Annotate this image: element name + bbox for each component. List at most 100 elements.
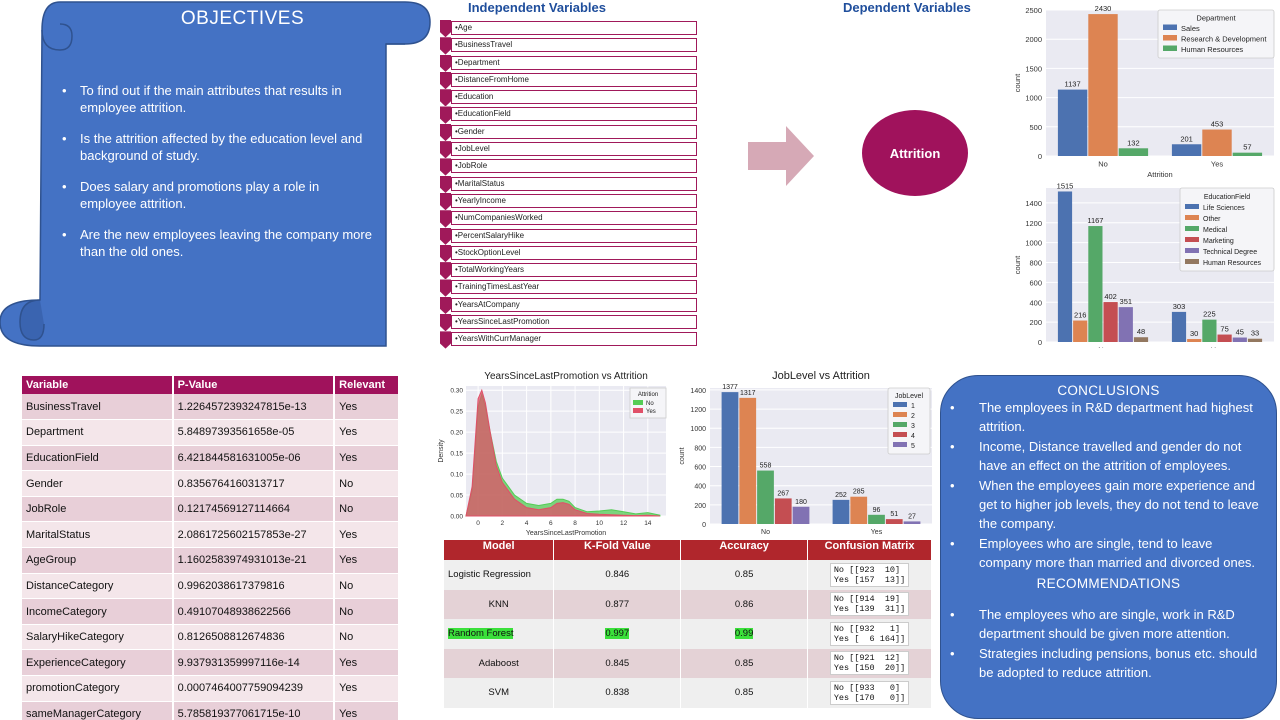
chart-title: YearsSinceLastPromotion vs Attrition	[484, 371, 648, 382]
accuracy-cell: 0.85	[680, 648, 809, 678]
x-tick-label: No	[1098, 160, 1108, 169]
y-tick-label: 1500	[1025, 64, 1042, 73]
bar-value-label: 267	[777, 490, 789, 497]
relevant-cell: Yes	[334, 445, 400, 472]
pvalue-cell: 5.84897393561658e-05	[172, 419, 336, 446]
bar	[1171, 144, 1202, 156]
y-tick-label: 0	[702, 522, 706, 529]
column-header: Variable	[22, 376, 174, 394]
relevant-cell: Yes	[334, 521, 400, 549]
legend-label: Life Sciences	[1203, 205, 1245, 212]
confusion-matrix-value: No [[932 1] Yes [ 6 164]]	[829, 621, 910, 646]
table-row: Logistic Regression 0.846 0.85 No [[923 10]…	[444, 560, 932, 590]
bar-value-label: 1515	[1057, 181, 1074, 190]
independent-variable-item: •YearlyIncome	[438, 192, 700, 211]
chevron-icon	[440, 227, 451, 245]
legend-label: Human Resources	[1181, 45, 1243, 54]
conclusions-title: CONCLUSIONS	[1057, 383, 1160, 398]
bar	[721, 392, 739, 524]
variable-cell: promotionCategory	[22, 675, 174, 702]
y-tick-label: 200	[1029, 318, 1042, 327]
bar-value-label: 1317	[740, 390, 756, 397]
y-tick-label: 0.00	[450, 514, 463, 521]
independent-variables-list: •Age •BusinessTravel •Department •DistanceF…	[438, 20, 700, 349]
legend-swatch	[1185, 204, 1199, 209]
relevant-cell: No	[334, 573, 400, 600]
bar	[1103, 302, 1118, 342]
conclusion-item: Employees who are single, tend to leave …	[950, 534, 1268, 572]
relevant-cell: No	[334, 470, 400, 497]
independent-variable-item: •MaritalStatus	[438, 175, 700, 193]
y-tick-label: 1400	[690, 388, 706, 395]
model-value: SVM	[488, 687, 509, 699]
bar-value-label: 201	[1180, 134, 1193, 143]
x-tick-label: 14	[644, 520, 652, 527]
y-tick-label: 1000	[1025, 94, 1042, 103]
accuracy-cell: 0.99	[680, 619, 809, 649]
right-arrow-icon	[748, 126, 814, 186]
table-header-row: Variable P-Value Relevant	[22, 376, 400, 394]
legend-swatch	[893, 402, 907, 407]
bar	[850, 496, 868, 524]
conclusion-item: Income, Distance travelled and gender do…	[950, 437, 1268, 475]
promotion-density-chart: 0.00 0.05 0.10 0.15 0.20 0.25 0.30 0 2 4 6 8 10 12 14 Y…	[438, 371, 667, 537]
table-row: promotionCategory 0.0007464007759094239 Ye…	[22, 675, 400, 702]
variable-label: •TotalWorkingYears	[451, 263, 697, 278]
independent-variable-item: •YearsAtCompany	[438, 296, 700, 315]
column-header: Accuracy	[680, 540, 809, 560]
x-tick-label: 0	[476, 520, 480, 527]
relevant-cell: No	[334, 598, 400, 625]
independent-variable-item: •Age	[438, 20, 700, 38]
objectives-title: OBJECTIVES	[180, 8, 305, 29]
x-tick-label: 6	[549, 520, 553, 527]
recommendation-item: Strategies including pensions, bonus etc…	[950, 644, 1268, 682]
legend-swatch	[893, 422, 907, 427]
pvalue-cell: 0.9962038617379816	[172, 573, 336, 600]
legend-label: Sales	[1181, 24, 1200, 33]
variable-cell: sameManagerCategory	[22, 701, 174, 720]
bar	[792, 506, 810, 524]
variable-label: •DistanceFromHome	[451, 72, 697, 87]
bar-value-label: 1377	[722, 384, 738, 391]
x-tick-label: Yes	[1211, 346, 1223, 349]
bar	[1088, 226, 1103, 342]
bar-value-label: 285	[853, 489, 865, 496]
pvalue-cell: 0.49107048938622566	[172, 598, 336, 625]
legend-label: No	[646, 401, 654, 407]
pvalue-cell: 2.0861725602157853e-27	[172, 521, 336, 549]
table-header-row: Model K-Fold Value Accuracy Confusion Ma…	[444, 540, 932, 560]
variable-label: •YearsAtCompany	[451, 297, 697, 312]
relevant-cell: Yes	[334, 649, 400, 677]
recommendations-title: RECOMMENDATIONS	[1036, 576, 1181, 591]
variable-label: •NumCompaniesWorked	[451, 211, 697, 226]
x-tick-label: 8	[573, 520, 577, 527]
model-comparison-table: Model K-Fold Value Accuracy Confusion Ma…	[444, 540, 932, 708]
bar-value-label: 2430	[1095, 4, 1112, 13]
independent-variable-item: •Education	[438, 89, 700, 107]
kfold-cell: 0.997	[553, 619, 682, 649]
table-row: KNN 0.877 0.86 No [[914 19] Yes [139 31]]	[444, 589, 932, 619]
attrition-target: Attrition	[862, 110, 968, 196]
x-tick-label: 2	[501, 520, 505, 527]
bar-value-label: 252	[835, 492, 847, 499]
legend-title: JobLevel	[895, 393, 923, 400]
conclusions-list: The employees in R&D department had high…	[950, 398, 1268, 572]
legend-swatch	[1185, 237, 1199, 242]
relevant-cell: No	[334, 496, 400, 523]
model-cell: Logistic Regression	[444, 560, 555, 590]
variable-cell: IncomeCategory	[22, 598, 174, 625]
y-tick-label: 200	[694, 503, 706, 510]
x-tick-label: 12	[620, 520, 628, 527]
y-tick-label: 0.25	[450, 409, 463, 416]
bar-value-label: 27	[908, 513, 916, 520]
relevant-cell: Yes	[334, 394, 400, 421]
table-row: DistanceCategory 0.9962038617379816 No	[22, 573, 400, 600]
table-row: JobRole 0.12174569127114664 No	[22, 496, 400, 523]
variable-label: •TrainingTimesLastYear	[451, 280, 697, 295]
variable-label: •Gender	[451, 124, 697, 139]
bar	[1217, 334, 1232, 342]
independent-variable-item: •StockOptionLevel	[438, 244, 700, 263]
chevron-icon	[440, 71, 451, 90]
legend-label: Research & Development	[1181, 35, 1267, 44]
